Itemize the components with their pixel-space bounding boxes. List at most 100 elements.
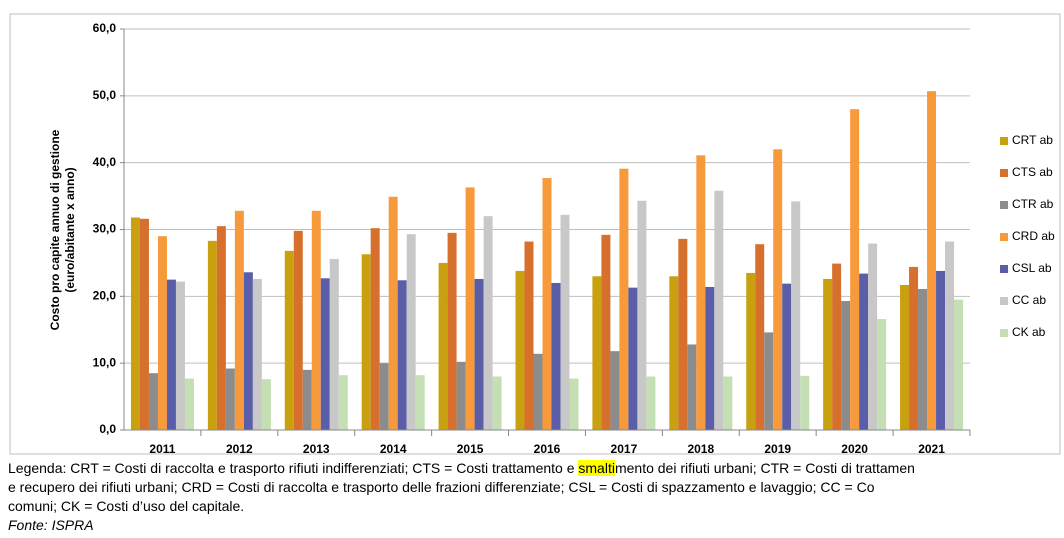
bar xyxy=(311,210,321,430)
bar xyxy=(927,91,937,430)
bar xyxy=(669,276,679,430)
bar xyxy=(207,240,217,430)
bar xyxy=(646,376,656,430)
legend-label: CSL ab xyxy=(1012,261,1052,275)
bar xyxy=(696,155,706,430)
bar xyxy=(483,216,493,430)
y-tick-label: 40,0 xyxy=(93,155,117,169)
bar xyxy=(637,200,647,430)
bar xyxy=(175,281,185,430)
bar xyxy=(592,276,602,430)
y-tick-label: 20,0 xyxy=(93,289,117,303)
bar xyxy=(515,270,525,430)
y-tick-label: 0,0 xyxy=(99,422,116,436)
legend-label: CK ab xyxy=(1012,325,1046,339)
bar xyxy=(900,284,910,430)
x-tick-label: 2021 xyxy=(918,442,945,456)
bar xyxy=(918,288,928,430)
caption-source: Fonte: ISPRA xyxy=(8,517,94,533)
bar xyxy=(560,214,570,430)
bar xyxy=(823,278,833,430)
legend-swatch xyxy=(1000,265,1008,273)
bar xyxy=(438,262,448,430)
y-axis-label: Costo pro capite annuo di gestione xyxy=(48,129,62,330)
x-tick-label: 2018 xyxy=(687,442,714,456)
bar xyxy=(252,278,262,430)
legend-swatch xyxy=(1000,201,1008,209)
y-tick-label: 50,0 xyxy=(93,88,117,102)
bar xyxy=(406,234,416,430)
legend-swatch xyxy=(1000,297,1008,305)
bar xyxy=(293,230,303,430)
bar xyxy=(524,241,534,430)
bar xyxy=(782,283,792,430)
y-tick-label: 30,0 xyxy=(93,222,117,236)
bar xyxy=(909,266,919,430)
y-tick-label: 60,0 xyxy=(93,21,117,35)
bar xyxy=(687,344,697,430)
bar xyxy=(415,375,425,430)
bar xyxy=(764,332,774,430)
bar xyxy=(184,378,194,430)
legend-label: CTS ab xyxy=(1012,165,1053,179)
bar xyxy=(370,228,380,430)
bar xyxy=(320,278,330,430)
bar xyxy=(361,254,371,430)
bar xyxy=(954,299,964,430)
legend-swatch xyxy=(1000,233,1008,241)
caption-highlight: smalti xyxy=(578,460,615,476)
bar xyxy=(936,270,946,430)
bar xyxy=(234,210,244,430)
bar xyxy=(157,236,167,430)
bar xyxy=(284,250,294,430)
caption-line: comuni; CK = Costi d’uso del capitale. xyxy=(8,498,245,514)
caption-text: Legenda: CRT = Costi di raccolta e trasp… xyxy=(8,460,579,476)
bar xyxy=(225,368,235,430)
y-tick-label: 10,0 xyxy=(93,355,117,369)
y-axis-label: (euro/abitante x anno) xyxy=(63,167,77,292)
bar xyxy=(841,301,851,430)
bar xyxy=(628,287,638,430)
bar xyxy=(601,234,611,430)
caption-line: Legenda: CRT = Costi di raccolta e trasp… xyxy=(8,459,1064,478)
bar xyxy=(877,319,887,430)
x-tick-label: 2011 xyxy=(149,442,175,456)
bar xyxy=(130,217,140,430)
bar xyxy=(338,375,348,430)
bar xyxy=(832,263,842,430)
bar xyxy=(243,272,253,430)
bar xyxy=(746,272,756,430)
bar xyxy=(850,109,860,430)
bar xyxy=(800,375,810,430)
chart: Costo pro capite annuo di gestione (euro… xyxy=(9,13,1061,456)
legend-label: CTR ab xyxy=(1012,197,1054,211)
legend-swatch xyxy=(1000,137,1008,145)
bar xyxy=(551,282,561,430)
x-tick-label: 2013 xyxy=(303,442,330,456)
bar xyxy=(705,286,715,430)
bar xyxy=(723,376,733,430)
bar xyxy=(868,243,878,430)
bar xyxy=(388,196,398,430)
bar xyxy=(492,376,502,430)
bar xyxy=(859,273,869,430)
x-tick-label: 2014 xyxy=(380,442,407,456)
bar xyxy=(569,378,579,430)
bar xyxy=(474,278,484,430)
bar xyxy=(619,168,629,430)
bar xyxy=(302,369,312,430)
bar xyxy=(533,353,543,430)
bar xyxy=(773,149,783,431)
x-tick-label: 2020 xyxy=(841,442,868,456)
bar xyxy=(139,218,149,430)
legend-swatch xyxy=(1000,169,1008,177)
bar xyxy=(397,280,407,430)
caption-text: mento dei rifiuti urbani; CTR = Costi di… xyxy=(614,460,915,476)
bar xyxy=(148,373,158,430)
bar xyxy=(447,232,457,430)
bar xyxy=(610,351,620,430)
legend-swatch xyxy=(1000,329,1008,337)
chart-border xyxy=(9,13,1061,455)
legend-label: CRD ab xyxy=(1012,229,1055,243)
bar xyxy=(456,361,466,430)
